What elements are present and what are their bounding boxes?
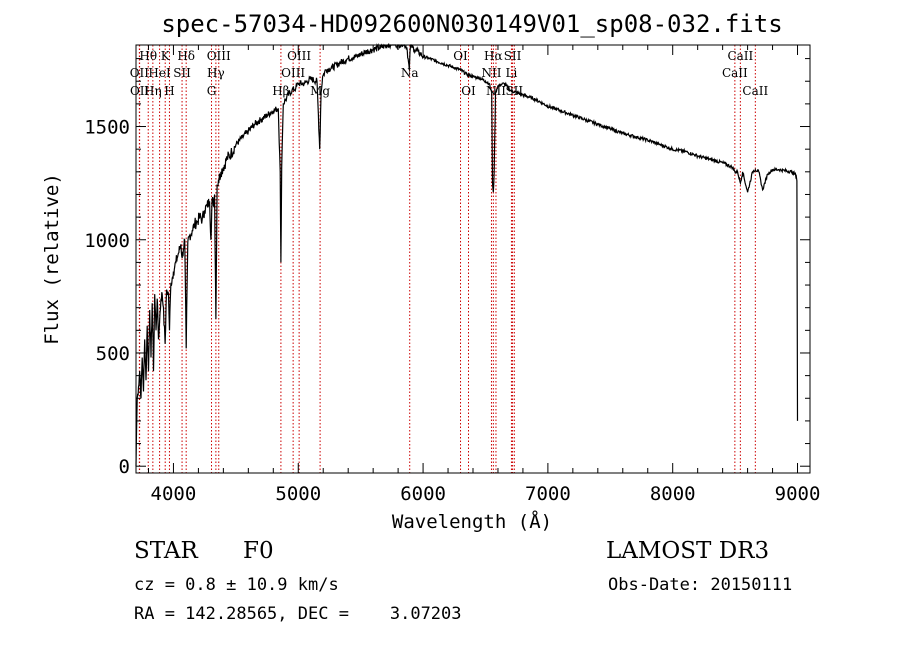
line-label-12: OIII [287, 49, 311, 63]
line-label-7: SII [173, 66, 191, 80]
line-label-20: NII [481, 66, 501, 80]
chart-title: spec-57034-HD092600N030149V01_sp08-032.f… [161, 10, 782, 38]
observation-date: Obs-Date: 20150111 [608, 575, 793, 595]
coordinates: RA = 142.28565, DEC = 3.07203 [134, 604, 462, 624]
line-label-6: Hδ [177, 49, 195, 63]
line-label-26: CaII [722, 66, 748, 80]
x-tick-label-2: 6000 [400, 483, 446, 505]
line-label-18: OI [461, 84, 476, 98]
spectral-line-labels: Hθ OII OII K HeI Hη Hδ SII H OIII Hγ G OIII OIII Hβ Mg N… [130, 49, 769, 98]
line-label-0: Hθ [139, 49, 157, 63]
line-label-2: OII [130, 84, 150, 98]
spectral-line-markers [138, 45, 756, 473]
axis-ticks [136, 45, 810, 473]
line-label-15: Mg [310, 84, 330, 98]
redshift-velocity: cz = 0.8 ± 10.9 km/s [134, 575, 339, 595]
line-label-13: OIII [281, 66, 305, 80]
object-class: STAR [134, 538, 198, 564]
x-tick-label-3: 7000 [525, 483, 571, 505]
x-tick-label-5: 9000 [775, 483, 821, 505]
line-label-14: Hβ [272, 84, 289, 98]
x-axis-label: Wavelength (Å) [392, 510, 552, 533]
spectrum-line [135, 43, 799, 467]
line-label-9: OIII [207, 49, 231, 63]
line-label-19: Hα [484, 49, 503, 63]
line-label-22: SII [504, 49, 522, 63]
line-label-17: OI [453, 49, 468, 63]
line-label-1: OII [130, 66, 150, 80]
line-label-11: G [207, 84, 217, 98]
line-label-25: CaII [727, 49, 753, 63]
line-label-27: CaII [742, 84, 768, 98]
x-tick-label-1: 5000 [275, 483, 321, 505]
tick-labels: 4000 5000 6000 7000 8000 9000 0 500 1000 1500 [84, 117, 820, 505]
line-label-4: HeI [148, 66, 171, 80]
y-tick-label-3: 1500 [84, 117, 130, 139]
y-tick-label-0: 0 [119, 456, 130, 478]
line-label-8: H [164, 84, 174, 98]
line-label-23: Li [506, 66, 518, 80]
plot-frame [135, 44, 811, 474]
y-tick-label-2: 1000 [84, 230, 130, 252]
line-label-16: Na [401, 66, 419, 80]
line-label-5: Hη [144, 84, 162, 98]
survey-name: LAMOST DR3 [606, 538, 770, 564]
y-axis-label: Flux (relative) [41, 173, 63, 345]
line-label-3: K [161, 49, 171, 63]
y-tick-label-1: 500 [96, 343, 130, 365]
line-label-10: Hγ [207, 66, 225, 80]
spectral-subclass: F0 [243, 538, 274, 564]
x-tick-label-4: 8000 [650, 483, 696, 505]
x-tick-label-0: 4000 [151, 483, 197, 505]
